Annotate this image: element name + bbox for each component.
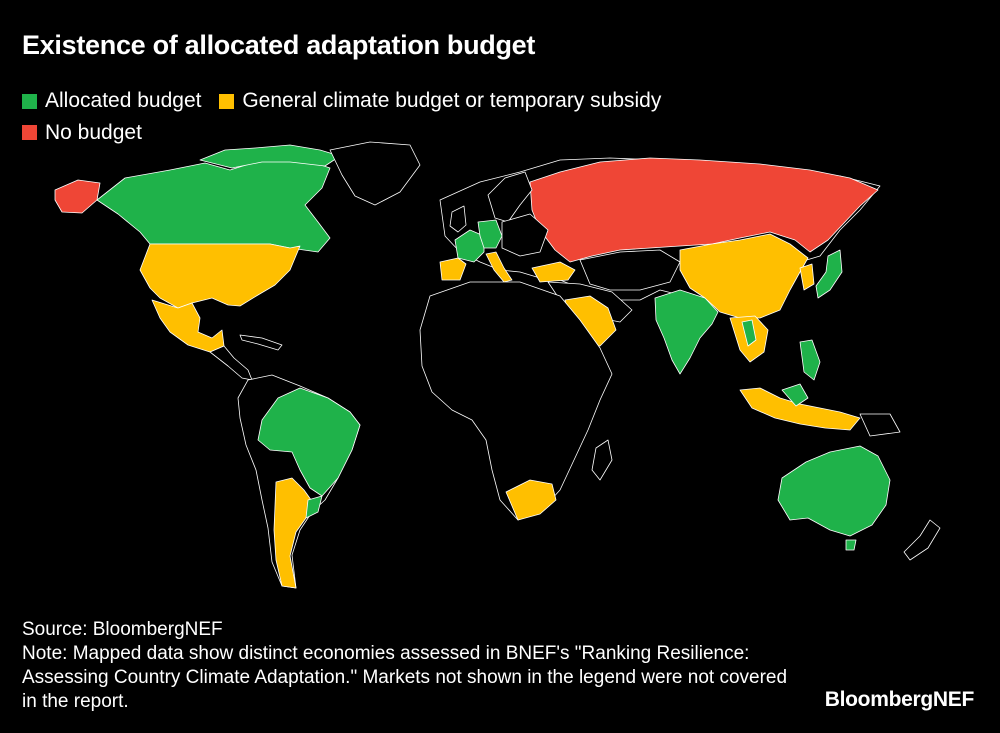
region-new-zealand xyxy=(903,519,941,561)
legend-label-general: General climate budget or temporary subs… xyxy=(242,89,662,112)
legend-item-none: No budget xyxy=(22,118,142,148)
region-central-america xyxy=(209,345,253,381)
legend-swatch-none xyxy=(22,125,37,140)
region-borneo xyxy=(781,383,809,407)
region-canada xyxy=(96,157,331,253)
region-australia xyxy=(777,445,891,537)
region-south-africa xyxy=(505,479,557,521)
region-spain xyxy=(439,257,467,281)
brand-logo: BloombergNEF xyxy=(824,688,975,711)
legend-swatch-general xyxy=(219,93,235,109)
region-turkey xyxy=(531,261,576,283)
region-china xyxy=(679,233,809,319)
legend-item-general: General climate budget or temporary subs… xyxy=(219,86,661,116)
region-usa xyxy=(139,243,301,309)
region-caribbean xyxy=(239,334,283,351)
region-india xyxy=(654,289,719,375)
region-uk xyxy=(449,205,467,233)
region-eastern-europe xyxy=(501,213,549,257)
legend: Allocated budget General climate budget … xyxy=(22,86,822,149)
note-text: Note: Mapped data show distinct economie… xyxy=(22,643,788,712)
source-text: Source: BloombergNEF xyxy=(22,619,223,640)
region-central-asia xyxy=(579,249,681,291)
legend-swatch-allocated xyxy=(22,93,37,109)
chart-title: Existence of allocated adaptation budget xyxy=(22,30,536,60)
region-alaska xyxy=(54,179,101,214)
region-korea xyxy=(799,263,815,291)
region-indonesia xyxy=(739,387,861,431)
region-argentina xyxy=(273,477,315,589)
region-png xyxy=(859,413,901,437)
region-japan xyxy=(815,249,843,299)
region-russia xyxy=(529,157,879,263)
region-mexico xyxy=(151,299,225,353)
footer: Source: BloombergNEF Note: Mapped data s… xyxy=(22,618,802,714)
legend-item-allocated: Allocated budget xyxy=(22,86,201,116)
region-philippines xyxy=(799,339,821,381)
legend-label-allocated: Allocated budget xyxy=(45,89,202,112)
region-nordics xyxy=(487,171,533,223)
world-map xyxy=(54,141,941,589)
legend-label-none: No budget xyxy=(45,120,142,144)
region-greenland xyxy=(329,141,421,206)
region-thailand xyxy=(741,319,757,347)
region-madagascar xyxy=(591,439,613,481)
region-germany xyxy=(477,219,503,249)
region-italy xyxy=(485,251,513,283)
region-tasmania xyxy=(845,539,857,551)
region-uruguay xyxy=(305,495,323,519)
